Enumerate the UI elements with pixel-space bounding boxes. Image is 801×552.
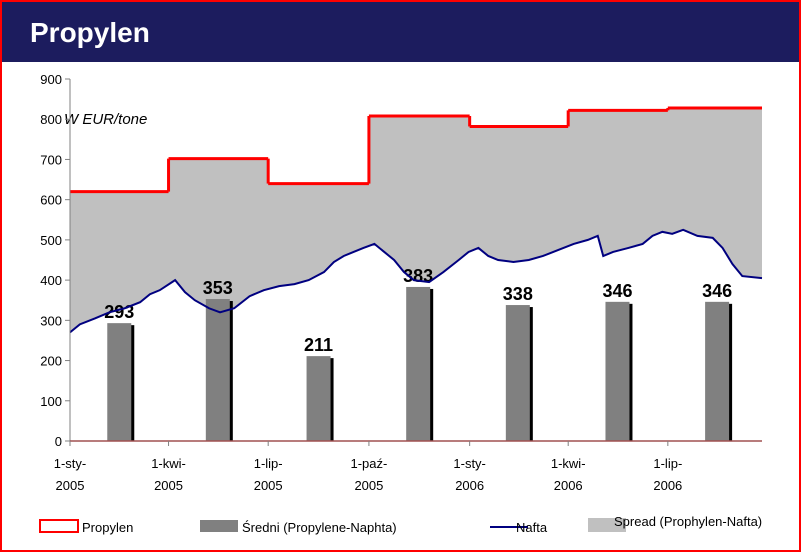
x-tick-label: 1-paź-2005 xyxy=(350,456,387,493)
y-tick-label: 600 xyxy=(40,193,62,208)
bar xyxy=(306,356,331,441)
legend-swatch xyxy=(39,519,79,533)
chart-title: Propylen xyxy=(30,17,150,48)
bar xyxy=(605,301,630,441)
y-tick-label: 800 xyxy=(40,112,62,127)
y-tick-label: 700 xyxy=(40,152,62,167)
y-tick-label: 900 xyxy=(40,72,62,87)
spread-area xyxy=(70,107,762,333)
annotation: W EUR/tone xyxy=(64,111,147,128)
bar xyxy=(205,299,230,441)
bar xyxy=(107,323,132,441)
bar xyxy=(406,286,431,441)
legend-label: Spread (Prophylen-Nafta) xyxy=(614,514,762,529)
data-label: 211 xyxy=(304,335,333,355)
x-tick-label: 1-kwi-2006 xyxy=(551,456,586,493)
legend-label: Propylen xyxy=(82,520,133,535)
x-tick-label: 1-lip-2006 xyxy=(653,456,682,493)
bar xyxy=(705,301,730,441)
y-tick-label: 300 xyxy=(40,313,62,328)
nafta-line xyxy=(69,228,763,334)
bar xyxy=(505,305,530,441)
legend-item: Nafta xyxy=(490,520,548,535)
x-tick-label: 1-sty-2006 xyxy=(453,456,486,493)
y-tick-label: 100 xyxy=(40,394,62,409)
legend-item: Spread (Prophylen-Nafta) xyxy=(588,514,762,532)
x-tick-label: 1-kwi-2005 xyxy=(151,456,186,493)
data-label: 353 xyxy=(203,278,233,298)
y-tick-label: 0 xyxy=(55,434,62,449)
y-tick-label: 400 xyxy=(40,273,62,288)
axes: 0 100 200 300 400 500 600 700 800 900 1-sty-2005 1-… xyxy=(40,72,762,493)
data-label: 346 xyxy=(702,281,732,301)
legend-item: Propylen xyxy=(39,519,133,535)
x-tick-label: 1-lip-2005 xyxy=(254,456,283,493)
y-tick-label: 200 xyxy=(40,354,62,369)
title-bar xyxy=(2,2,799,62)
legend-item: Średni (Propylene-Naphta) xyxy=(200,520,397,535)
data-label: 346 xyxy=(602,281,632,301)
data-label: 338 xyxy=(503,284,533,304)
legend-label: Średni (Propylene-Naphta) xyxy=(242,520,397,535)
legend-swatch xyxy=(200,520,238,532)
y-tick-label: 500 xyxy=(40,233,62,248)
legend-swatch xyxy=(588,518,626,532)
legend-label: Nafta xyxy=(516,520,548,535)
x-tick-label: 1-sty-2005 xyxy=(54,456,87,493)
